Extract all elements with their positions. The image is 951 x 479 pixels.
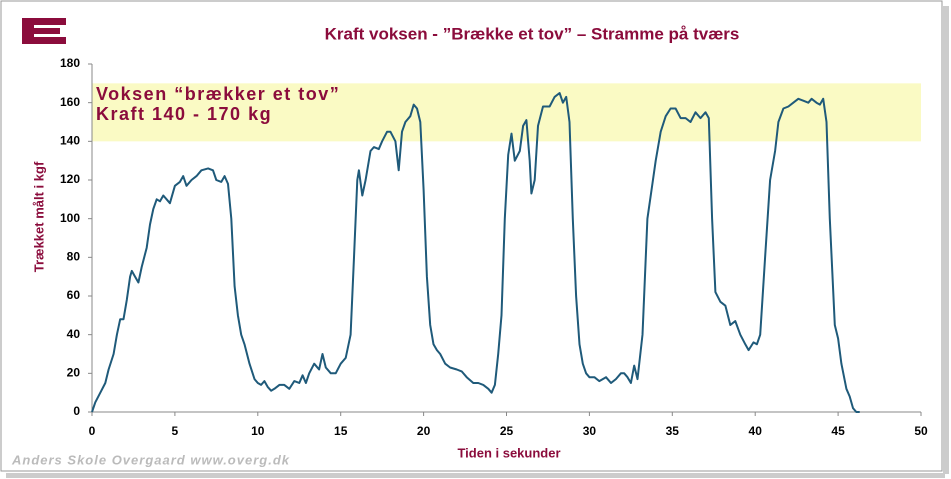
x-tick-label: 25 (500, 424, 514, 438)
x-tick-label: 30 (583, 424, 597, 438)
y-tick-label: 120 (60, 172, 80, 186)
y-tick-label: 0 (73, 404, 80, 418)
data-line (91, 92, 860, 413)
x-tick-label: 10 (251, 424, 265, 438)
y-tick-label: 20 (67, 366, 81, 380)
y-tick-label: 80 (67, 250, 81, 264)
x-tick-label: 15 (334, 424, 348, 438)
x-tick-label: 45 (831, 424, 845, 438)
logo (22, 18, 66, 44)
chart-title: Kraft voksen - ”Brække et tov” – Stramme… (325, 24, 740, 43)
x-axis-title: Tiden i sekunder (457, 445, 560, 460)
footer: Anders Skole Overgaard www.overg.dk (11, 452, 290, 467)
band-label: Voksen “brækker et tov” (96, 84, 340, 104)
y-axis-title: Trækket målt i kgf (31, 161, 46, 272)
band-label: Kraft 140 - 170 kg (96, 104, 272, 124)
frame (0, 0, 943, 472)
shadow (6, 473, 945, 478)
x-tick-label: 5 (172, 424, 179, 438)
y-tick-label: 60 (67, 288, 81, 302)
y-tick-label: 180 (60, 56, 80, 70)
shadow (943, 6, 949, 474)
x-tick-label: 20 (417, 424, 431, 438)
y-tick-label: 40 (67, 327, 81, 341)
x-tick-label: 50 (914, 424, 928, 438)
y-tick-label: 100 (60, 211, 80, 225)
y-tick-label: 140 (60, 134, 80, 148)
x-tick-label: 40 (749, 424, 763, 438)
y-tick-label: 160 (60, 95, 80, 109)
x-tick-label: 0 (89, 424, 96, 438)
x-tick-label: 35 (666, 424, 680, 438)
